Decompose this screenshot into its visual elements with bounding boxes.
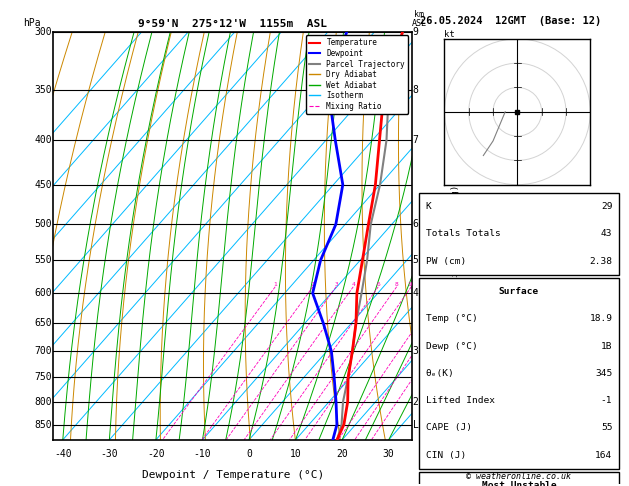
Text: 400: 400: [35, 135, 52, 145]
Text: 30: 30: [383, 449, 394, 459]
Text: 450: 450: [35, 180, 52, 190]
Text: 350: 350: [35, 85, 52, 95]
Text: LCL: LCL: [413, 419, 430, 430]
Text: 500: 500: [35, 219, 52, 229]
Text: Dewpoint / Temperature (°C): Dewpoint / Temperature (°C): [142, 470, 324, 481]
Text: hPa: hPa: [23, 17, 41, 28]
Text: Dewp (°C): Dewp (°C): [426, 342, 477, 350]
Text: 700: 700: [35, 347, 52, 356]
Text: 29: 29: [601, 202, 613, 211]
Text: 3: 3: [334, 282, 338, 287]
Text: 800: 800: [35, 397, 52, 407]
Text: Lifted Index: Lifted Index: [426, 396, 494, 405]
Text: 4: 4: [413, 288, 418, 298]
Text: -1: -1: [601, 396, 613, 405]
Text: Surface: Surface: [499, 287, 539, 296]
Title: 9°59'N  275°12'W  1155m  ASL: 9°59'N 275°12'W 1155m ASL: [138, 19, 327, 30]
Text: 10: 10: [408, 282, 415, 287]
Bar: [420, 472, 618, 486]
Text: 2: 2: [311, 282, 314, 287]
Text: 1: 1: [274, 282, 277, 287]
Text: 20: 20: [337, 449, 348, 459]
Text: 0: 0: [246, 449, 252, 459]
Text: 6: 6: [413, 219, 418, 229]
Text: CIN (J): CIN (J): [426, 451, 465, 460]
Text: 8: 8: [395, 282, 399, 287]
Bar: [420, 193, 618, 275]
Text: -30: -30: [101, 449, 118, 459]
Text: 650: 650: [35, 318, 52, 329]
Text: 2: 2: [413, 397, 418, 407]
Text: Temp (°C): Temp (°C): [426, 314, 477, 323]
Text: Most Unstable: Most Unstable: [482, 481, 556, 486]
Text: 43: 43: [601, 229, 613, 239]
Legend: Temperature, Dewpoint, Parcel Trajectory, Dry Adiabat, Wet Adiabat, Isotherm, Mi: Temperature, Dewpoint, Parcel Trajectory…: [306, 35, 408, 114]
Text: 18.9: 18.9: [589, 314, 613, 323]
Text: K: K: [426, 202, 431, 211]
Text: 26.05.2024  12GMT  (Base: 12): 26.05.2024 12GMT (Base: 12): [420, 16, 601, 26]
Text: -40: -40: [54, 449, 72, 459]
Text: 9: 9: [413, 27, 418, 36]
Text: 300: 300: [35, 27, 52, 36]
Text: CAPE (J): CAPE (J): [426, 423, 472, 433]
Text: 550: 550: [35, 255, 52, 265]
Text: km
ASL: km ASL: [411, 10, 426, 28]
Text: 5: 5: [413, 255, 418, 265]
Text: 10: 10: [290, 449, 301, 459]
Text: -20: -20: [147, 449, 165, 459]
Text: 850: 850: [35, 419, 52, 430]
Text: 600: 600: [35, 288, 52, 298]
Text: PW (cm): PW (cm): [426, 257, 465, 266]
Text: θₑ(K): θₑ(K): [426, 369, 454, 378]
Text: © weatheronline.co.uk: © weatheronline.co.uk: [467, 471, 571, 481]
Text: 3: 3: [413, 347, 418, 356]
Bar: [420, 278, 618, 469]
Text: 1B: 1B: [601, 342, 613, 350]
Text: Totals Totals: Totals Totals: [426, 229, 500, 239]
Text: 164: 164: [595, 451, 613, 460]
Text: 4: 4: [352, 282, 355, 287]
Text: 55: 55: [601, 423, 613, 433]
Text: 6: 6: [376, 282, 380, 287]
Text: 345: 345: [595, 369, 613, 378]
Text: 8: 8: [413, 85, 418, 95]
Text: 750: 750: [35, 372, 52, 382]
Text: -10: -10: [194, 449, 211, 459]
Text: 2.38: 2.38: [589, 257, 613, 266]
Text: 7: 7: [413, 135, 418, 145]
Text: kt: kt: [445, 30, 455, 39]
Text: Mixing Ratio (g/kg): Mixing Ratio (g/kg): [450, 185, 460, 287]
